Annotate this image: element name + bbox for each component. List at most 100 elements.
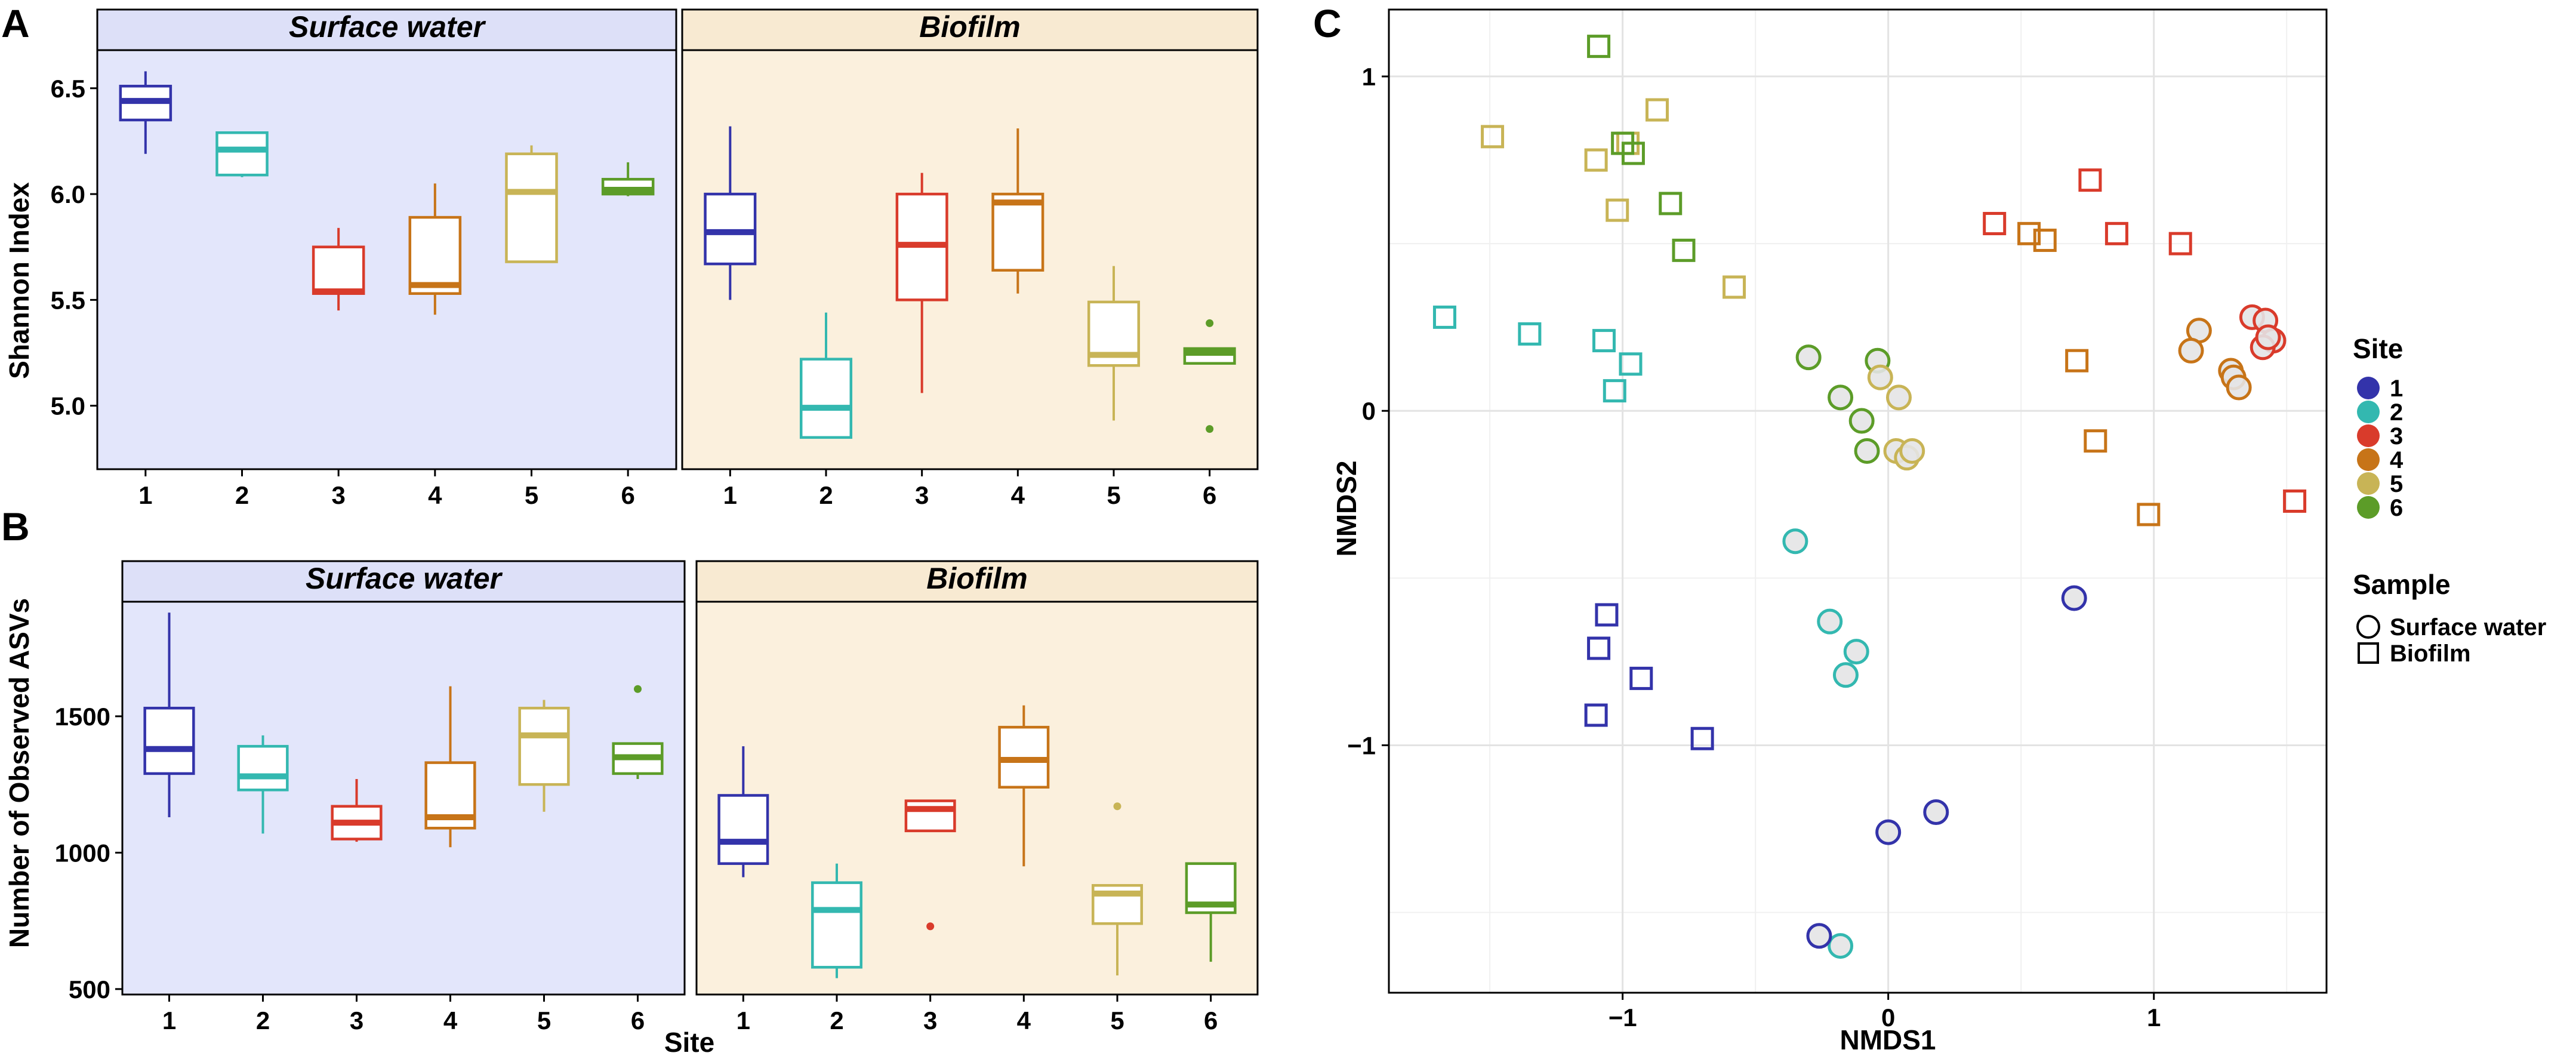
legend-site-title: Site xyxy=(2353,333,2403,364)
legend-site-key-2 xyxy=(2357,401,2380,423)
point-biofilm-site-5 xyxy=(1645,98,1669,122)
x-tick-label: 2 xyxy=(830,1006,843,1035)
point-surface-water-site-2 xyxy=(1817,608,1843,635)
point-surface-water-site-1 xyxy=(2061,585,2087,611)
panel-letter-a: A xyxy=(1,1,30,45)
legend-site-key-3 xyxy=(2357,424,2380,447)
y-tick-label: 500 xyxy=(69,975,110,1003)
x-tick-label: 1 xyxy=(162,1006,176,1035)
facet-background xyxy=(697,602,1258,995)
x-tick-label: 6 xyxy=(1203,481,1216,509)
x-tick-label: 4 xyxy=(1011,481,1025,509)
x-tick-label: 2 xyxy=(819,481,833,509)
legend-site-label-6: 6 xyxy=(2390,495,2403,521)
legend-site-label-2: 2 xyxy=(2390,399,2403,426)
point-surface-water-site-2 xyxy=(1828,933,1854,959)
facet-border xyxy=(695,601,1259,996)
point-surface-water-site-6 xyxy=(1795,344,1822,371)
facet-border xyxy=(681,49,1259,470)
legend-site-key-4 xyxy=(2357,448,2380,471)
panel-c-xlabel: NMDS1 xyxy=(1839,1024,1936,1055)
point-biofilm-site-5 xyxy=(1606,198,1629,222)
point-biofilm-site-5 xyxy=(1584,148,1608,172)
box-site-2 xyxy=(237,744,289,792)
point-surface-water-site-2 xyxy=(1782,528,1808,555)
box-site-3 xyxy=(312,245,365,295)
legend-site-label-4: 4 xyxy=(2390,447,2404,473)
legend-sample-key-circle xyxy=(2356,615,2380,639)
facet-strip xyxy=(121,560,686,603)
panel-letter-b: B xyxy=(1,504,30,549)
point-biofilm-site-3 xyxy=(2078,168,2102,192)
x-tick-label: 4 xyxy=(1017,1006,1031,1035)
x-tick-label: 5 xyxy=(1110,1006,1124,1035)
point-biofilm-site-4 xyxy=(2084,429,2107,453)
x-tick-label: 3 xyxy=(915,481,929,509)
legend-site-key-5 xyxy=(2357,472,2380,495)
box-site-1 xyxy=(717,794,769,865)
point-biofilm-site-1 xyxy=(1584,703,1608,727)
point-surface-water-site-1 xyxy=(1923,799,1949,825)
y-tick-label: 1 xyxy=(1362,63,1376,91)
x-tick-label: 4 xyxy=(443,1006,458,1035)
point-biofilm-site-6 xyxy=(1672,238,1696,262)
box-site-4 xyxy=(408,215,462,295)
panel-a-shannon-boxplot: Surface water 1 2 3 4 5 6 Biofilm 1 2 3 4 5 6 5.0 5.5 6.… xyxy=(4,8,1259,509)
point-surface-water-site-5 xyxy=(1899,438,1925,464)
facet-strip-label: Biofilm xyxy=(919,10,1020,44)
point-biofilm-site-4 xyxy=(2065,349,2089,372)
x-tick-label: 6 xyxy=(621,481,634,509)
y-tick-label: −1 xyxy=(1347,731,1376,759)
box-site-1 xyxy=(143,706,195,775)
point-surface-water-site-4 xyxy=(2178,337,2204,364)
point-biofilm-site-4 xyxy=(2137,503,2161,527)
point-surface-water-site-2 xyxy=(1843,639,1869,665)
point-biofilm-site-4 xyxy=(2017,221,2041,245)
x-tick-label: 5 xyxy=(1107,481,1120,509)
box-site-5 xyxy=(505,152,558,263)
legend-site-label-5: 5 xyxy=(2390,471,2403,497)
point-surface-water-site-1 xyxy=(1875,819,1902,845)
legend-site-key-6 xyxy=(2357,496,2380,519)
x-tick-label: 3 xyxy=(923,1006,937,1035)
point-surface-water-site-3 xyxy=(2255,324,2281,350)
box-site-2 xyxy=(215,131,269,177)
x-tick-label: 6 xyxy=(631,1006,645,1035)
y-tick-label: 1000 xyxy=(55,839,110,867)
facet-strip-label: Biofilm xyxy=(926,562,1027,595)
point-surface-water-site-6 xyxy=(1854,438,1880,464)
panel-letter-c: C xyxy=(1313,1,1342,45)
facet-strip xyxy=(96,8,677,51)
x-tick-label: 0 xyxy=(1881,1003,1895,1032)
point-biofilm-site-3 xyxy=(2168,232,2192,255)
point-biofilm-site-1 xyxy=(1629,666,1653,690)
point-surface-water-site-4 xyxy=(2226,374,2252,401)
point-surface-water-site-6 xyxy=(1828,384,1854,411)
point-surface-water-site-1 xyxy=(1806,923,1832,949)
point-biofilm-site-2 xyxy=(1619,352,1643,376)
point-surface-water-site-2 xyxy=(1832,662,1859,688)
y-tick-label: 0 xyxy=(1362,397,1376,425)
point-biofilm-site-5 xyxy=(1481,125,1505,149)
legend-site-key-1 xyxy=(2357,377,2380,399)
facet-border xyxy=(96,49,677,470)
box-site-1 xyxy=(704,192,757,266)
x-tick-label: 1 xyxy=(723,481,737,509)
outlier-point xyxy=(926,922,935,931)
point-biofilm-site-2 xyxy=(1592,329,1616,353)
facet-background xyxy=(122,602,685,995)
legend-sample-key-square xyxy=(2358,642,2379,664)
point-biofilm-site-6 xyxy=(1659,192,1683,215)
x-tick-label: 1 xyxy=(2147,1003,2161,1032)
outlier-point xyxy=(634,685,642,693)
panel-b-asvs-boxplot: Surface water 1 2 3 4 5 6 Biofilm 1 2 3 4 5 6 500 1000 1… xyxy=(4,560,1259,1056)
scatter-background xyxy=(1389,10,2327,993)
point-biofilm-site-2 xyxy=(1432,305,1456,329)
box-site-4 xyxy=(991,192,1044,272)
y-tick-label: 6.0 xyxy=(51,180,85,208)
y-tick-label: 1500 xyxy=(55,703,110,731)
legend-sample-title: Sample xyxy=(2353,569,2451,600)
point-biofilm-site-6 xyxy=(1587,35,1611,59)
scatter-border xyxy=(1388,8,2328,994)
box-site-3 xyxy=(904,799,956,833)
